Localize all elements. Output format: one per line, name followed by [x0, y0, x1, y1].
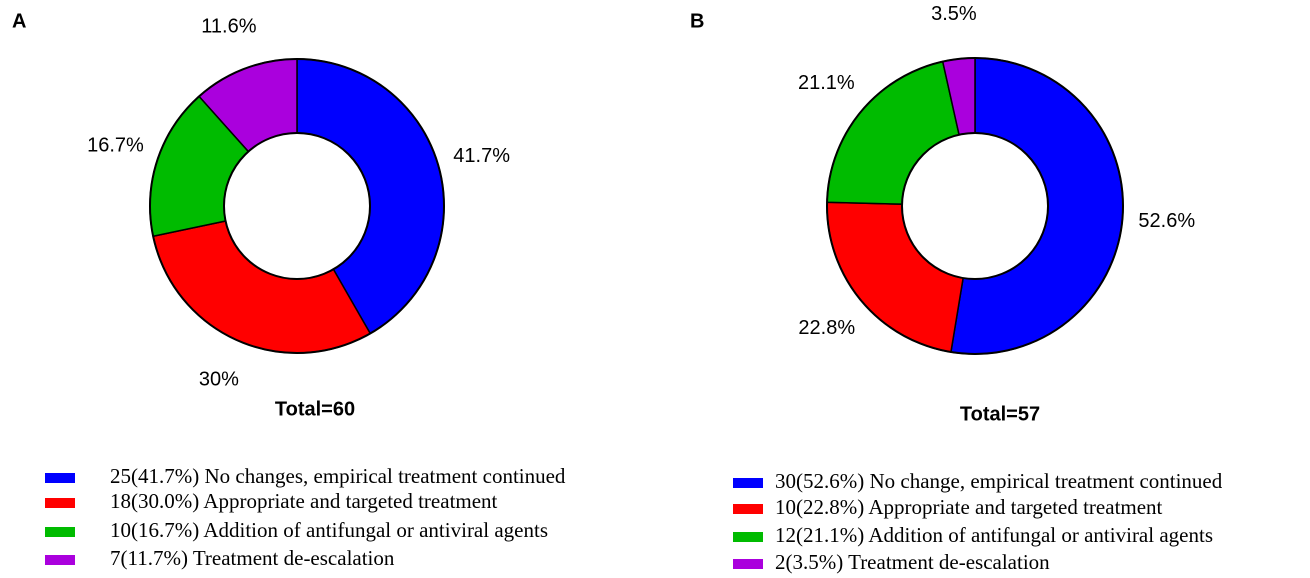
panel-label: B — [690, 10, 704, 32]
legend-label: 30(52.6%) No change, empirical treatment… — [775, 469, 1223, 493]
outer-ring — [149, 58, 445, 354]
legend-swatch — [733, 478, 763, 488]
value-label: 21.1% — [798, 72, 855, 94]
value-label: 22.8% — [798, 317, 855, 339]
legend-label: 2(3.5%) Treatment de-escalation — [775, 550, 1050, 574]
legend-swatch — [45, 473, 75, 483]
caption: Total=60 — [275, 398, 355, 420]
legend-label: 10(16.7%) Addition of antifungal or anti… — [110, 518, 548, 542]
legend-label: 10(22.8%) Appropriate and targeted treat… — [775, 495, 1163, 519]
legend-swatch — [733, 532, 763, 542]
legend-label: 7(11.7%) Treatment de-escalation — [110, 546, 395, 570]
inner-ring — [901, 132, 1049, 280]
value-label: 41.7% — [453, 145, 510, 167]
legend-swatch — [45, 498, 75, 508]
panel-label: A — [12, 10, 26, 32]
value-label: 30% — [199, 369, 239, 391]
legend-label: 25(41.7%) No changes, empirical treatmen… — [110, 464, 566, 488]
outer-ring — [826, 57, 1124, 355]
inner-ring — [223, 132, 371, 280]
caption: Total=57 — [960, 403, 1040, 425]
value-label: 52.6% — [1138, 210, 1195, 232]
value-label: 16.7% — [87, 135, 144, 157]
legend-label: 12(21.1%) Addition of antifungal or anti… — [775, 523, 1213, 547]
legend-swatch — [733, 504, 763, 514]
legend-label: 18(30.0%) Appropriate and targeted treat… — [110, 489, 498, 513]
value-label: 11.6% — [201, 16, 256, 38]
value-label: 3.5% — [931, 3, 977, 25]
legend-swatch — [45, 555, 75, 565]
legend-swatch — [733, 559, 763, 569]
legend-swatch — [45, 527, 75, 537]
